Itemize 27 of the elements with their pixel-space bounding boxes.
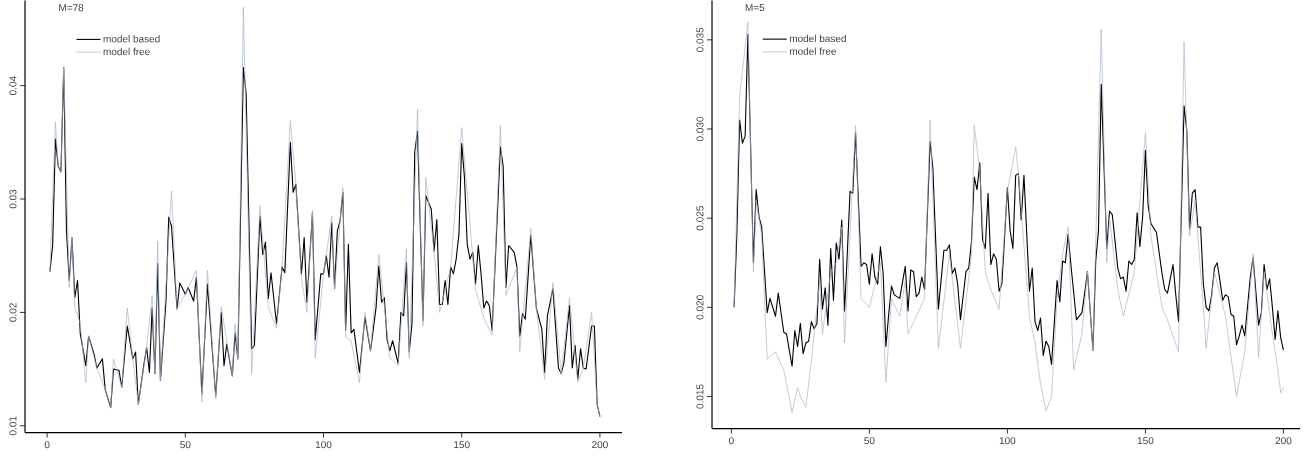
legend-label: model free [789, 47, 837, 56]
x-tick-label: 50 [864, 437, 875, 445]
x-tick-label: 100 [315, 441, 332, 449]
y-tick-label: 0.020 [696, 295, 704, 320]
x-tick-label: 0 [44, 441, 50, 449]
x-tick-label: 200 [592, 441, 608, 449]
x-tick-label: 150 [1137, 437, 1154, 445]
x-tick-label: 150 [454, 441, 470, 449]
x-tick-label: 0 [728, 437, 734, 445]
x-tick-label: 200 [1275, 437, 1292, 445]
x-tick-label: 100 [999, 437, 1016, 445]
y-tick-label: 0.04 [9, 76, 17, 96]
y-tick-label: 0.030 [696, 117, 704, 142]
y-tick-label: 0.025 [696, 206, 704, 231]
line-series [733, 34, 1284, 367]
x-tick-label: 50 [180, 441, 191, 449]
annotation: M=78 [59, 4, 84, 12]
y-tick-label: 0.015 [696, 384, 704, 409]
y-tick-label: 0.02 [9, 303, 17, 322]
legend-label: model free [103, 47, 150, 56]
annotation: M=5 [745, 4, 765, 12]
line-series [733, 21, 1284, 414]
y-tick-label: 0.03 [9, 189, 17, 209]
legend-label: model based [103, 35, 160, 43]
y-tick-label: 0.035 [696, 27, 704, 53]
y-tick-label: 0.01 [9, 416, 17, 436]
legend-label: model based [789, 34, 846, 43]
